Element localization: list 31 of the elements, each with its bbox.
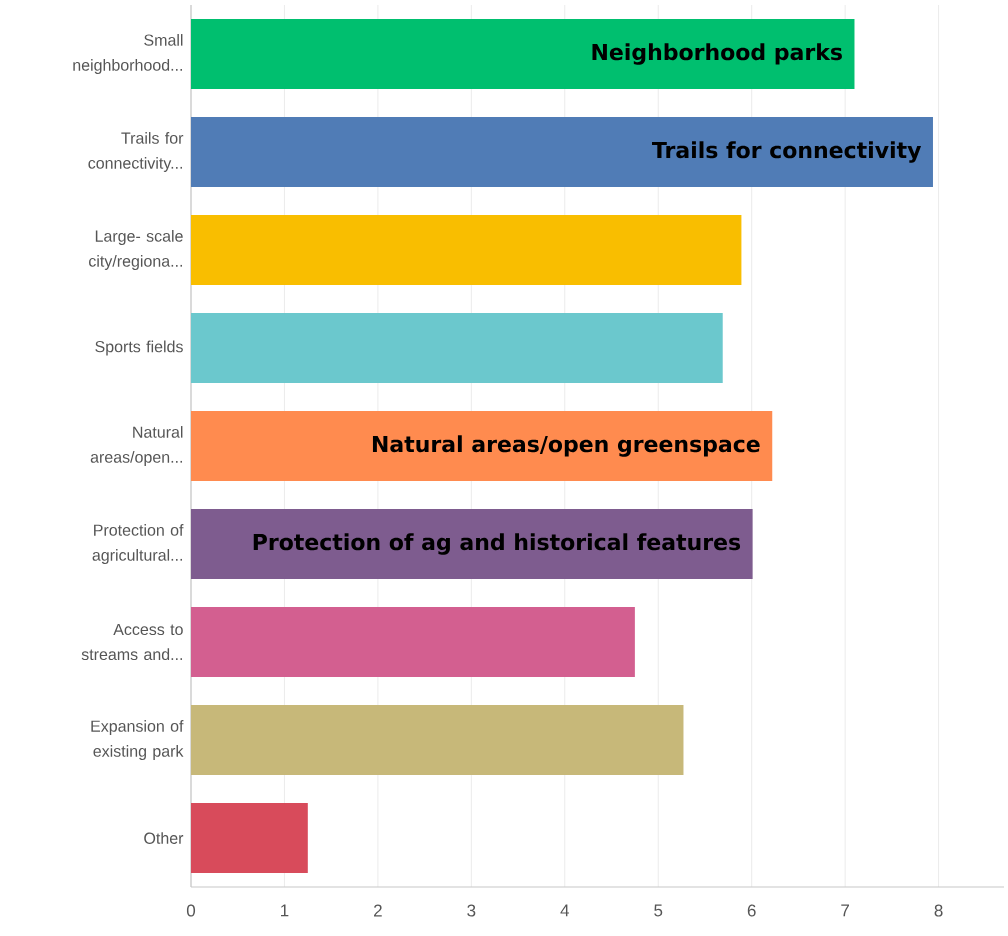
y-tick-label: Access to streams and... <box>81 623 183 661</box>
x-tick-label: 2 <box>374 904 382 917</box>
x-tick-label: 3 <box>467 904 476 917</box>
bar <box>191 215 742 285</box>
annotation: Protection of ag and historical features <box>253 533 741 555</box>
x-tick-label: 1 <box>281 904 289 917</box>
y-tick-label: Trails for connectivity... <box>88 132 184 172</box>
bar <box>191 803 308 874</box>
bar <box>191 509 753 580</box>
x-tick-label: 4 <box>560 904 570 917</box>
x-tick-label: 5 <box>654 904 663 917</box>
annotation: Trails for connectivity <box>652 141 922 163</box>
x-tick-label: 7 <box>841 904 849 917</box>
y-tick-label: Protection of agricultural... <box>92 524 184 564</box>
y-tick-label: Natural areas/open... <box>90 426 183 466</box>
y-tick-label: Expansion of existing park <box>91 720 184 760</box>
bar <box>191 705 684 776</box>
y-tick-label: Other <box>144 832 184 844</box>
annotation: Natural areas/open greenspace <box>372 435 760 457</box>
bar <box>191 411 773 482</box>
y-tick-label: Small neighborhood... <box>73 34 183 74</box>
annotation: Neighborhood parks <box>592 43 842 65</box>
y-tick-label: Large- scale city/regiona... <box>89 230 183 270</box>
bar <box>191 607 635 678</box>
bar <box>191 19 855 89</box>
x-tick-label: 0 <box>186 904 196 917</box>
x-tick-label: 8 <box>934 904 943 917</box>
y-tick-label: Sports fields <box>95 340 183 356</box>
bar <box>191 117 933 187</box>
x-tick-label: 6 <box>747 904 756 917</box>
bar <box>191 313 723 383</box>
